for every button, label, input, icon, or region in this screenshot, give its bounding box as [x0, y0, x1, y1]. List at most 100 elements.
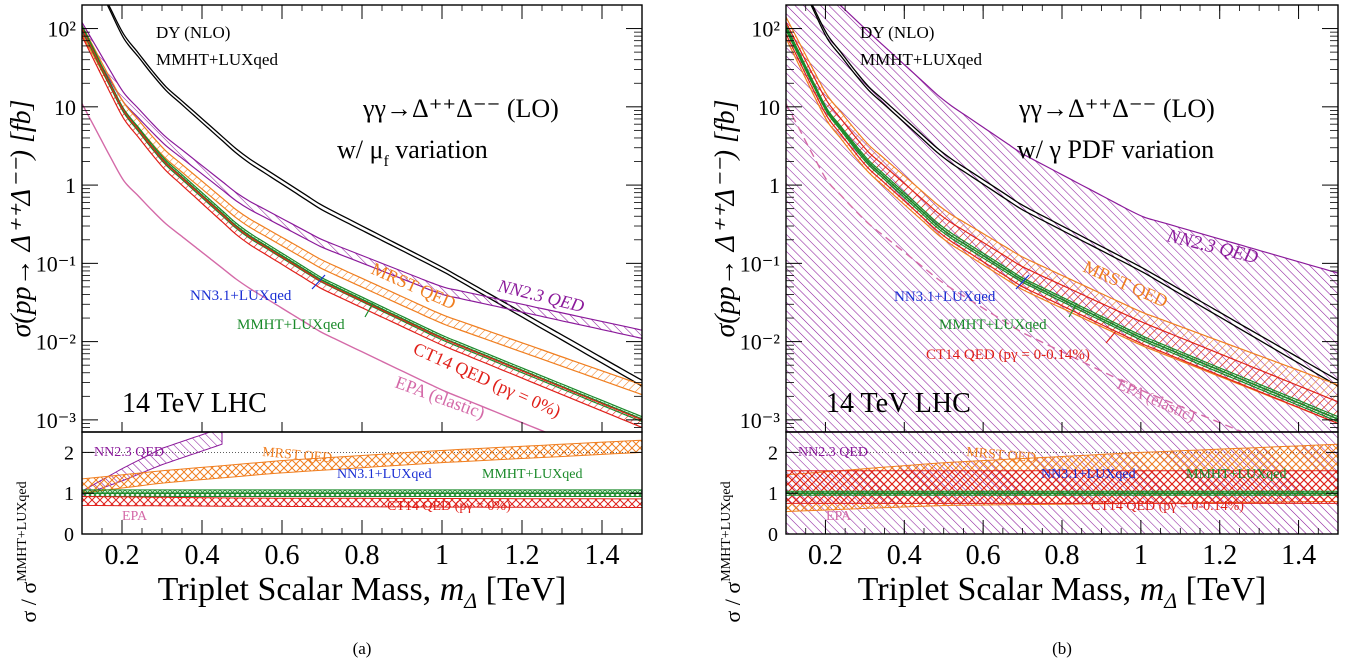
title-line2-main: w/ γ PDF variation — [1017, 135, 1214, 164]
ratio-plot-area — [786, 432, 1338, 534]
x-tick-label: 1 — [1134, 540, 1148, 571]
ratio-label-epa: EPA — [826, 509, 852, 524]
series-line-lower-dy — [106, 5, 642, 387]
panel-a: 0.2 0.4 0.6 0.8 1 1.2 1.4 10² 10 1 10⁻¹ 10⁻² 10⁻³ 0 1 2… — [6, 4, 643, 658]
series-line-upper-ct14 — [786, 22, 1338, 403]
panel-b: 0.2 0.4 0.6 0.8 1 1.2 1.4 10² 10 1 10⁻¹ 10⁻² 10⁻³ 0 1 2… — [710, 4, 1339, 658]
y-tick-label: 10⁻¹ — [740, 251, 780, 276]
series-line-epa — [786, 103, 1245, 432]
ratio-tick-label: 0 — [64, 524, 74, 546]
y-axis-label: σ(pp→ Δ⁺⁺Δ⁻⁻) [fb] — [710, 99, 741, 337]
x-tick-label: 1 — [435, 540, 449, 571]
series-label-nn31: NN3.1+LUXqed — [190, 288, 292, 304]
ratio-label-ct14: CT14 QED (pγ = 0%) — [387, 499, 511, 514]
series-line-lower-nn23 — [82, 31, 642, 339]
series-line-upper-dy — [107, 5, 642, 381]
x-tick-label: 1.2 — [505, 540, 540, 571]
y-tick-label: 10⁻² — [36, 330, 77, 355]
series-line-upper-mrst — [786, 16, 1338, 386]
panel-caption: (b) — [1052, 639, 1072, 658]
series-label-mmht: MMHT+LUXqed — [237, 317, 345, 333]
ratio-y-label-sup: MMHT+LUXqed — [15, 481, 30, 581]
dy-label-line2: MMHT+LUXqed — [860, 50, 982, 69]
ratio-label-nn31: NN3.1+LUXqed — [1041, 467, 1136, 482]
ratio-tick-label: 1 — [768, 483, 778, 505]
y-tick-label: 10⁻¹ — [36, 251, 76, 276]
ratio-band-ct14 — [82, 495, 642, 508]
title-line2-tail: variation — [389, 135, 488, 164]
ratio-tick-label: 1 — [64, 483, 74, 505]
dy-label-line2: MMHT+LUXqed — [156, 50, 278, 69]
x-axis-label: Triplet Scalar Mass, mΔ [TeV] — [158, 571, 567, 613]
x-tick-label: 1.4 — [585, 540, 620, 571]
x-label-sub: Δ — [463, 588, 477, 613]
title-line2-main: w/ μ — [337, 135, 383, 164]
x-tick-label: 0.6 — [265, 540, 300, 571]
pointer-arrow-nn31 — [1015, 274, 1030, 290]
ratio-plot-area — [82, 432, 642, 508]
main-plot-area — [786, 5, 1338, 432]
series-line-upper-dy — [811, 5, 1338, 381]
series-central-mmht — [786, 27, 1338, 420]
series-line-lower-mmht — [786, 30, 1338, 423]
series-central-mmht — [82, 27, 642, 420]
x-tick-label: 0.8 — [1045, 540, 1080, 571]
lhc-label: 14 TeV LHC — [826, 388, 971, 419]
series-label-nn31: NN3.1+LUXqed — [894, 289, 996, 305]
y-tick-label: 10⁻³ — [740, 408, 781, 433]
series-line-lower-mrst — [82, 33, 642, 396]
y-tick-label: 10² — [751, 17, 780, 42]
ratio-y-label-main: σ / σ — [720, 582, 745, 623]
x-label-main: Triplet Scalar Mass, — [858, 571, 1140, 608]
series-line-upper-mmht — [82, 25, 642, 418]
ratio-label-epa: EPA — [122, 509, 148, 524]
title-line2-sub: f — [383, 153, 389, 170]
series-label-ct14: CT14 QED (pγ = 0-0.14%) — [926, 347, 1090, 363]
series-label-mmht: MMHT+LUXqed — [939, 317, 1047, 333]
pointer-arrow-nn31 — [311, 274, 326, 290]
ratio-label-mrst: MRST QED — [966, 445, 1037, 466]
x-tick-label: 0.6 — [966, 540, 1001, 571]
y-tick-label: 10 — [54, 95, 76, 120]
ratio-label-nn23: NN2.3 QED — [798, 445, 868, 460]
ratio-label-nn31: NN3.1+LUXqed — [337, 467, 432, 482]
y-tick-label: 1 — [769, 173, 780, 198]
y-tick-label: 10² — [47, 17, 76, 42]
x-label-unit: [TeV] — [477, 571, 566, 608]
y-tick-label: 10⁻³ — [36, 408, 77, 433]
ratio-label-nn23: NN2.3 QED — [94, 445, 164, 460]
x-label-main: Triplet Scalar Mass, — [158, 571, 440, 608]
x-tick-label: 1.2 — [1202, 540, 1237, 571]
series-line-upper-nn23 — [82, 22, 642, 331]
series-line-upper-ct14 — [82, 28, 642, 421]
ratio-y-label: σ / σMMHT+LUXqed — [719, 481, 745, 622]
ratio-tick-label: 2 — [64, 442, 74, 464]
series-line-upper-mrst — [82, 25, 642, 386]
x-tick-label: 0.8 — [345, 540, 380, 571]
series-band-ct14 — [82, 28, 642, 428]
title-line2: w/ γ PDF variation — [1017, 135, 1214, 164]
series-line-lower-dy — [810, 5, 1338, 387]
x-label-unit: [TeV] — [1177, 571, 1266, 608]
series-band-mrst — [82, 25, 642, 395]
y-tick-label: 10 — [758, 95, 780, 120]
series-line-epa — [82, 103, 548, 432]
y-tick-label: 10⁻² — [740, 330, 781, 355]
x-label-sub: Δ — [1163, 588, 1177, 613]
title-line1: γγ→Δ⁺⁺Δ⁻⁻ (LO) — [1018, 94, 1215, 123]
title-line2: w/ μf variation — [337, 135, 488, 170]
pointer-arrow-mmht — [1068, 302, 1078, 318]
ratio-label-mrst: MRST QED — [262, 445, 333, 466]
x-axis-label: Triplet Scalar Mass, mΔ [TeV] — [858, 571, 1267, 613]
x-tick-label: 0.2 — [808, 540, 843, 571]
ratio-band-mrst — [82, 439, 642, 494]
x-label-var: m — [1140, 571, 1165, 608]
ratio-label-mmht: MMHT+LUXqed — [1186, 467, 1286, 482]
x-tick-label: 0.4 — [185, 540, 220, 571]
ratio-y-label-main: σ / σ — [16, 582, 41, 623]
y-tick-label: 1 — [65, 173, 76, 198]
pointer-arrow-mmht — [364, 302, 374, 318]
series-line-lower-ct14 — [82, 35, 642, 429]
annotations: DY (NLO) MMHT+LUXqed 14 TeV LHC γγ→Δ⁺⁺Δ⁻⁻ (… — [798, 23, 1286, 524]
